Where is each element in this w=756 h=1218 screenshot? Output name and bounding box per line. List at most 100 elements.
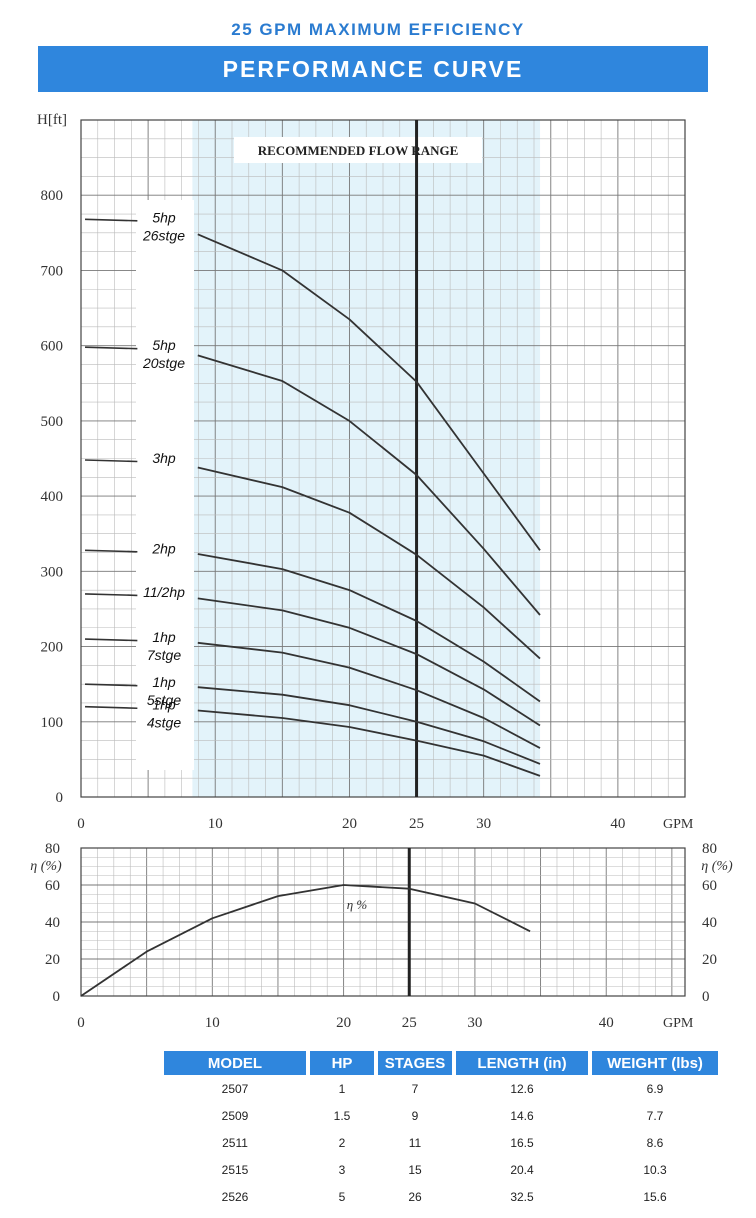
curve-label: 5stge	[147, 692, 181, 708]
y-tick-label: 800	[41, 188, 64, 204]
table-row: 2515 3 15 20.4 10.3	[164, 1156, 718, 1183]
curve-label: 1hp	[152, 674, 176, 690]
head-curve	[197, 709, 541, 777]
performance-charts: RECOMMENDED FLOW RANGE010020030040050060…	[30, 112, 733, 1031]
cell-hp: 2	[338, 1135, 346, 1150]
x-tick-label: 30	[476, 816, 491, 832]
header-length: LENGTH (in)	[456, 1051, 588, 1075]
y-tick-label: 80	[45, 841, 60, 857]
header-stages: STAGES	[378, 1051, 452, 1075]
y-tick-label: 0	[53, 989, 61, 1005]
cell-length: 14.6	[510, 1108, 534, 1123]
x-tick-label: 10	[205, 1015, 220, 1031]
header-model: MODEL	[164, 1051, 306, 1075]
chart-title: PERFORMANCE CURVE	[222, 56, 524, 82]
plot-frame	[80, 119, 686, 798]
curve-label: 26stge	[142, 227, 185, 243]
y-tick-label-right: 0	[702, 989, 710, 1005]
head-curve	[197, 597, 541, 727]
shutoff-head-mark	[85, 705, 138, 710]
chart-title-bar: PERFORMANCE CURVE	[38, 46, 708, 92]
curve-label: 4stge	[147, 715, 181, 731]
head-curve	[197, 233, 541, 551]
efficiency-curve	[80, 884, 531, 997]
cell-model: 2526	[221, 1189, 249, 1204]
x-tick-label: 25	[402, 1015, 417, 1031]
table-row: 2509 1.5 9 14.6 7.7	[164, 1102, 718, 1129]
y-tick-label: 600	[41, 339, 64, 355]
x-axis-label: GPM	[663, 1016, 694, 1031]
band-label: RECOMMENDED FLOW RANGE	[258, 143, 459, 158]
shutoff-head-mark	[85, 593, 138, 597]
y-tick-label: 200	[41, 640, 64, 656]
table-row: 2526 5 26 32.5 15.6	[164, 1183, 718, 1210]
specs-header-row: MODEL HP STAGES LENGTH (in) WEIGHT (lbs)	[164, 1051, 718, 1075]
x-tick-label: 40	[599, 1015, 614, 1031]
table-row: 2507 1 7 12.6 6.9	[164, 1075, 718, 1102]
cell-weight: 8.6	[646, 1135, 664, 1150]
cell-hp: 5	[338, 1189, 346, 1204]
cell-model: 2511	[222, 1135, 248, 1150]
cell-weight: 15.6	[643, 1189, 667, 1204]
cell-weight: 6.9	[646, 1081, 664, 1096]
y-tick-label: 60	[45, 878, 60, 894]
y-tick-label: 0	[56, 790, 64, 806]
curve-label: 7stge	[147, 647, 181, 663]
table-row: 2511 2 11 16.5 8.6	[164, 1129, 718, 1156]
y-tick-label: 100	[41, 715, 64, 731]
y-tick-label: 700	[41, 263, 64, 279]
cell-hp: 3	[338, 1162, 346, 1177]
header-weight: WEIGHT (lbs)	[592, 1051, 718, 1075]
cell-stages: 26	[408, 1189, 422, 1204]
cell-length: 20.4	[510, 1162, 534, 1177]
y-axis-label-right: η (%)	[701, 859, 733, 874]
x-tick-label: 0	[77, 816, 85, 832]
x-axis-label: GPM	[663, 817, 694, 832]
cell-length: 16.5	[510, 1135, 534, 1150]
curve-label: 2hp	[151, 540, 176, 556]
curve-label: 20stge	[142, 355, 185, 371]
cell-weight: 10.3	[643, 1162, 667, 1177]
y-tick-label: 400	[41, 489, 64, 505]
band-label-background	[234, 137, 482, 163]
cell-hp: 1.5	[333, 1108, 351, 1123]
cell-hp: 1	[338, 1081, 346, 1096]
cell-model: 2515	[221, 1162, 249, 1177]
y-tick-label: 300	[41, 564, 64, 580]
shutoff-head-mark	[85, 459, 138, 463]
x-tick-label: 25	[409, 816, 424, 832]
curve-label: 1hp	[152, 697, 176, 713]
head-curve	[197, 686, 541, 765]
x-tick-label: 40	[610, 816, 625, 832]
curve-label: 5hp	[152, 209, 176, 225]
y-tick-label-right: 40	[702, 915, 717, 931]
y-tick-label: 20	[45, 952, 60, 968]
cell-length: 12.6	[510, 1081, 534, 1096]
head-curve	[197, 553, 541, 703]
y-tick-label-right: 80	[702, 841, 717, 857]
x-tick-label: 20	[336, 1015, 351, 1031]
shutoff-head-mark	[85, 549, 138, 553]
y-tick-label-right: 20	[702, 952, 717, 968]
specs-table: MODEL HP STAGES LENGTH (in) WEIGHT (lbs)…	[160, 1051, 722, 1210]
curve-label: 11/2hp	[143, 584, 185, 600]
y-axis-label: H[ft]	[37, 112, 67, 128]
curve-label: 3hp	[152, 450, 176, 466]
cell-weight: 7.7	[646, 1108, 664, 1123]
y-tick-label-right: 60	[702, 878, 717, 894]
head-curve	[197, 641, 541, 749]
label-column-background	[136, 200, 194, 770]
cell-stages: 7	[411, 1081, 419, 1096]
efficiency-curve-label: η %	[347, 897, 368, 912]
x-tick-label: 10	[208, 816, 223, 832]
x-tick-label: 30	[467, 1015, 482, 1031]
head-curve	[197, 354, 541, 616]
y-tick-label: 40	[45, 915, 60, 931]
cell-stages: 11	[408, 1135, 422, 1150]
x-tick-label: 20	[342, 816, 357, 832]
cell-model: 2507	[221, 1081, 249, 1096]
cell-stages: 15	[408, 1162, 422, 1177]
shutoff-head-mark	[85, 346, 138, 350]
y-tick-label: 500	[41, 414, 64, 430]
cell-model: 2509	[221, 1108, 249, 1123]
